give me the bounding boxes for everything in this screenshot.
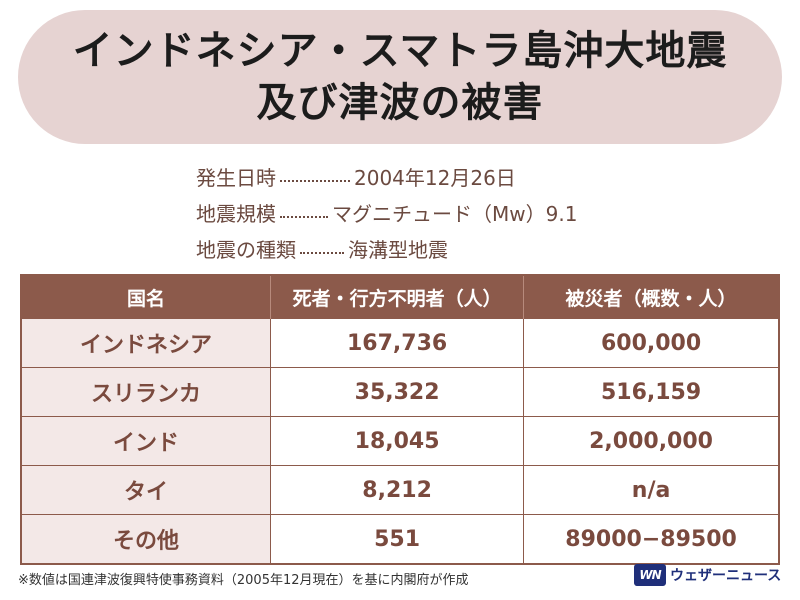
table-header-row: 国名 死者・行方不明者（人） 被災者（概数・人） (21, 275, 779, 319)
table-row: タイ 8,212 n/a (21, 465, 779, 515)
header-country: 国名 (21, 275, 272, 319)
source-footnote: ※数値は国連津波復興特使事務資料（2005年12月現在）を基に内閣府が作成 (18, 573, 469, 588)
info-value: マグニチュード（Mw）9.1 (332, 201, 578, 226)
info-row-type: 地震の種類 海溝型地震 (196, 230, 577, 266)
dotted-leader (280, 170, 350, 182)
cell-deaths: 18,045 (270, 416, 525, 466)
title-line-1: インドネシア・スマトラ島沖大地震 (72, 28, 728, 74)
cell-affected: 600,000 (523, 318, 779, 368)
weathernews-logo: WN ウェザーニュース (634, 564, 781, 586)
cell-country: インドネシア (21, 318, 272, 368)
cell-affected: 2,000,000 (523, 416, 779, 466)
info-label: 地震の種類 (196, 237, 296, 262)
cell-country: その他 (21, 514, 272, 564)
cell-deaths: 167,736 (270, 318, 525, 368)
cell-affected: 516,159 (523, 367, 779, 417)
header-deaths-missing: 死者・行方不明者（人） (270, 275, 525, 319)
info-value: 海溝型地震 (348, 237, 448, 262)
cell-affected: 89000−89500 (523, 514, 779, 564)
cell-country: インド (21, 416, 272, 466)
cell-country: スリランカ (21, 367, 272, 417)
info-label: 発生日時 (196, 165, 276, 190)
cell-affected: n/a (523, 465, 779, 515)
info-row-magnitude: 地震規模 マグニチュード（Mw）9.1 (196, 194, 577, 230)
table-row: スリランカ 35,322 516,159 (21, 367, 779, 417)
header-affected: 被災者（概数・人） (523, 275, 779, 319)
table-row: インド 18,045 2,000,000 (21, 416, 779, 466)
logo-text: ウェザーニュース (670, 568, 782, 584)
cell-deaths: 8,212 (270, 465, 525, 515)
dotted-leader (300, 242, 344, 254)
title-line-2: 及び津波の被害 (256, 80, 544, 126)
damage-table: 国名 死者・行方不明者（人） 被災者（概数・人） インドネシア 167,736 … (20, 274, 780, 565)
info-value: 2004年12月26日 (354, 165, 516, 190)
info-row-date: 発生日時 2004年12月26日 (196, 158, 577, 194)
event-info: 発生日時 2004年12月26日 地震規模 マグニチュード（Mw）9.1 地震の… (196, 158, 577, 266)
logo-mark-icon: WN (634, 564, 666, 586)
cell-deaths: 35,322 (270, 367, 525, 417)
cell-country: タイ (21, 465, 272, 515)
table-row: インドネシア 167,736 600,000 (21, 318, 779, 368)
title-banner: インドネシア・スマトラ島沖大地震 及び津波の被害 (18, 10, 782, 144)
info-label: 地震規模 (196, 201, 276, 226)
cell-deaths: 551 (270, 514, 525, 564)
dotted-leader (280, 206, 328, 218)
table-row: その他 551 89000−89500 (21, 514, 779, 564)
